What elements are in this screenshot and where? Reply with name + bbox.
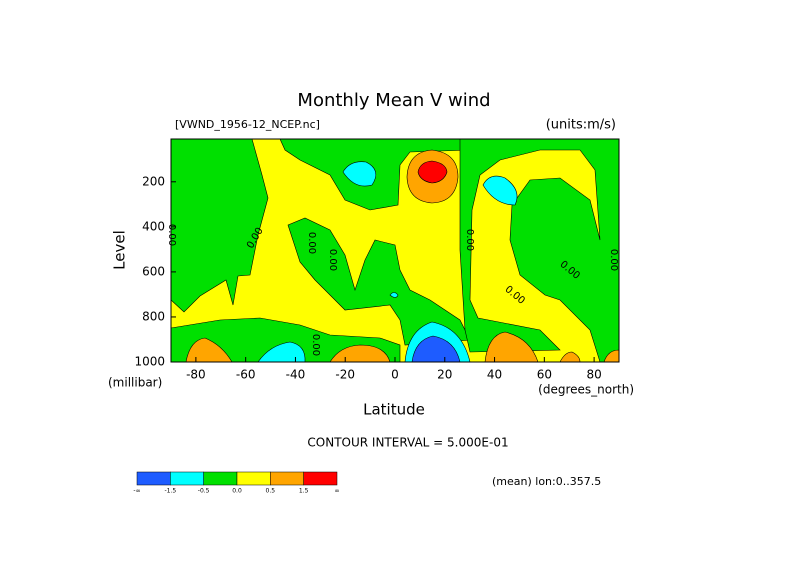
y-tick-label: 800 bbox=[142, 309, 165, 323]
x-tick-label: -40 bbox=[286, 368, 306, 382]
colorbar-label: 1.5 bbox=[299, 488, 309, 495]
colorbar: -∞ -1.5 -0.5 0.0 0.5 1.5 ∞ bbox=[133, 471, 340, 495]
units-label: (units:m/s) bbox=[546, 118, 616, 133]
x-tick-label: 80 bbox=[586, 368, 601, 382]
colorbar-swatch bbox=[203, 471, 238, 486]
contour-fill bbox=[185, 337, 233, 363]
x-units: (degrees_north) bbox=[538, 383, 634, 397]
contour-label: 0.00 bbox=[608, 249, 619, 271]
colorbar-swatch bbox=[136, 471, 171, 486]
plot-area: 0.00 0.000.000.000.000.000.000.000.00 bbox=[166, 138, 620, 363]
y-axis-label: Level bbox=[111, 230, 129, 270]
contour-fill bbox=[482, 175, 518, 206]
contour-label: 0.00 bbox=[306, 232, 317, 254]
y-tick-label: 400 bbox=[142, 219, 165, 233]
colorbar-label: ∞ bbox=[335, 488, 340, 495]
contour-interval: CONTOUR INTERVAL = 5.000E-01 bbox=[307, 436, 508, 450]
contour-fill bbox=[170, 138, 269, 313]
x-tick-label: 40 bbox=[487, 368, 502, 382]
colorbar-swatch bbox=[170, 471, 204, 486]
contour-fill bbox=[389, 292, 399, 298]
colorbar-label: 0.5 bbox=[266, 488, 276, 495]
x-tick-label: -80 bbox=[186, 368, 206, 382]
x-tick-label: -20 bbox=[335, 368, 355, 382]
x-tick-label: -60 bbox=[236, 368, 256, 382]
x-tick-label: 60 bbox=[537, 368, 552, 382]
colorbar-swatch bbox=[270, 471, 304, 486]
colorbar-label: -0.5 bbox=[198, 488, 210, 495]
y-tick-label: 600 bbox=[142, 264, 165, 278]
footnote: (mean) lon:0..357.5 bbox=[492, 475, 601, 488]
colorbar-label: -∞ bbox=[133, 488, 140, 495]
chart-title: Monthly Mean V wind bbox=[297, 90, 490, 111]
colorbar-swatch bbox=[236, 471, 271, 486]
contour-label: 0.00 bbox=[327, 249, 338, 271]
contour-label: 0.00 bbox=[464, 229, 475, 251]
colorbar-swatch bbox=[303, 471, 338, 486]
contour-fill bbox=[417, 160, 448, 184]
contour-fill bbox=[342, 161, 377, 187]
colorbar-label: 0.0 bbox=[232, 488, 242, 495]
y-tick-label: 1000 bbox=[134, 355, 165, 369]
contour-fill bbox=[411, 335, 461, 363]
y-tick-label: 200 bbox=[142, 174, 165, 188]
x-tick-label: 20 bbox=[437, 368, 452, 382]
contour-fill bbox=[257, 341, 306, 363]
file-label: [VWND_1956-12_NCEP.nc] bbox=[175, 118, 320, 131]
x-tick-label: 0 bbox=[391, 368, 399, 382]
contour-fill bbox=[287, 217, 471, 346]
contour-fill bbox=[559, 351, 581, 363]
contour-label: 0.00 bbox=[310, 334, 321, 356]
colorbar-label: -1.5 bbox=[164, 488, 176, 495]
contour-fill bbox=[459, 138, 620, 363]
contour-fill bbox=[484, 331, 539, 363]
x-axis-label: Latitude bbox=[363, 401, 425, 419]
y-units: (millibar) bbox=[108, 376, 162, 390]
